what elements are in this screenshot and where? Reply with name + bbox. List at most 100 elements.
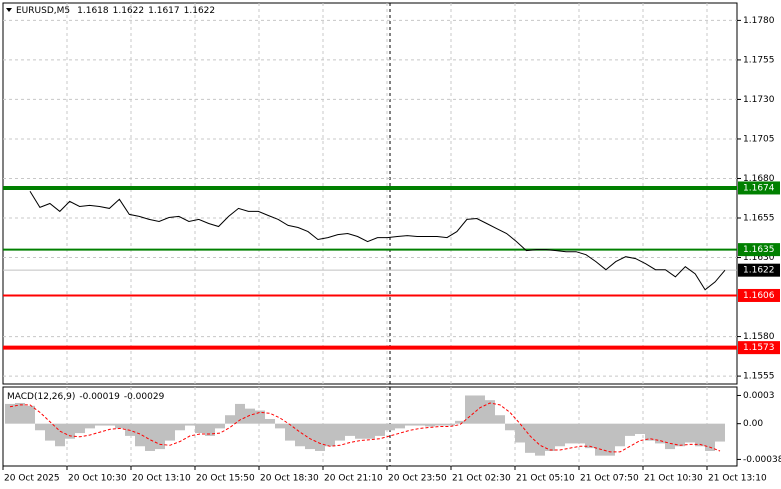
y-tick-label: 1.1705 [743,134,775,144]
macd-bar [245,408,255,424]
macd-bar [255,410,265,424]
x-tick-label: 20 Oct 10:30 [68,474,127,484]
macd-bar [425,423,435,427]
x-tick-label: 20 Oct 23:50 [388,474,447,484]
macd-bar [225,415,235,424]
y-tick-label: 0.00 [743,419,763,429]
y-tick-label: 1.1630 [743,253,775,263]
macd-title: MACD(12,26,9) [7,392,75,402]
macd-bar [505,423,515,431]
x-tick-label: 20 Oct 2025 [4,474,60,484]
macd-bar [705,423,715,451]
macd-bar [305,423,315,450]
macd-bar [375,423,385,436]
level-tag-label: 1.1606 [743,291,775,301]
macd-bar [295,423,305,447]
macd-bar [335,423,345,441]
macd-bar [205,423,215,436]
macd-bar [315,423,325,451]
macd-bar [165,423,175,441]
x-tick-label: 21 Oct 13:10 [708,474,767,484]
main-frame [2,2,738,385]
current-price-tag [738,263,780,277]
macd-bar [75,423,85,434]
x-tick-label: 21 Oct 05:10 [516,474,575,484]
macd-bar [715,423,725,442]
macd-bar [515,423,525,443]
macd-main-value: -0.00019 [79,392,120,402]
y-tick-label: 1.1780 [743,16,775,26]
level-tag [738,288,780,302]
macd-bar [55,423,65,447]
macd-bar [565,423,575,444]
macd-bar [585,423,595,449]
x-tick-label: 21 Oct 02:30 [452,474,511,484]
macd-bar [495,415,505,424]
macd-bar [145,423,155,451]
y-tick-label: 1.1755 [743,55,775,65]
macd-bar [635,423,645,435]
symbol-header: EURUSD,M5 1.1618 1.1622 1.1617 1.1622 [16,6,215,16]
macd-header: MACD(12,26,9) -0.00019 -0.00029 [7,392,165,402]
macd-bar [385,423,395,431]
ohlc-value: 1.1617 [148,6,180,16]
ohlc-value: 1.1622 [113,6,145,16]
macd-bar [575,423,585,444]
macd-bar [235,403,245,424]
macd-bar [135,423,145,447]
x-tick-label: 20 Oct 18:30 [260,474,319,484]
macd-bar [95,423,105,426]
macd-bar [155,423,165,450]
ohlc-value: 1.1618 [77,6,109,16]
macd-bar [5,403,15,424]
macd-bar [45,423,55,441]
y-tick-label: 0.0003 [743,391,775,401]
macd-bar [485,400,495,424]
y-tick-label: 1.1730 [743,95,775,105]
macd-bar [265,418,275,424]
macd-bar [405,423,415,426]
y-tick-label: 1.1655 [743,214,775,224]
macd-bar [35,423,45,431]
macd-bar [345,423,355,436]
current-price-tag-label: 1.1622 [743,266,775,276]
macd-bar [435,423,445,426]
level-tag-label: 1.1674 [743,183,775,193]
macd-bar [465,395,475,424]
x-tick-label: 20 Oct 21:10 [324,474,383,484]
macd-bar [275,423,285,429]
macd-bar [285,423,295,441]
menu-arrow [6,8,12,12]
macd-bar [455,420,465,424]
macd-bar [665,423,675,450]
symbol: EURUSD,M5 [16,6,70,16]
level-tag [738,243,780,257]
level-tag-label: 1.1635 [743,245,775,255]
level-tag [738,341,780,355]
macd-bar [545,423,555,451]
macd-bar [655,423,665,444]
x-tick-label: 20 Oct 13:10 [132,474,191,484]
macd-bar [625,423,635,436]
macd-bar [175,423,185,431]
macd-signal-value: -0.00029 [124,392,165,402]
macd-bar [675,423,685,447]
macd-bar [595,423,605,456]
macd-bar [395,423,405,429]
macd-bar [615,423,625,447]
macd-bar [535,423,545,456]
x-tick-label: 21 Oct 10:30 [644,474,703,484]
price-line [29,191,726,291]
level-tag-label: 1.1573 [743,343,775,353]
macd-bar [195,423,205,434]
macd-bar [445,423,455,426]
macd-bar [355,423,365,439]
x-tick-label: 21 Oct 07:50 [580,474,639,484]
macd-bar [325,423,335,447]
macd-bar [365,423,375,439]
macd-bar [525,423,535,453]
macd-bar [65,423,75,439]
macd-frame [2,386,738,467]
macd-bar [645,423,655,441]
